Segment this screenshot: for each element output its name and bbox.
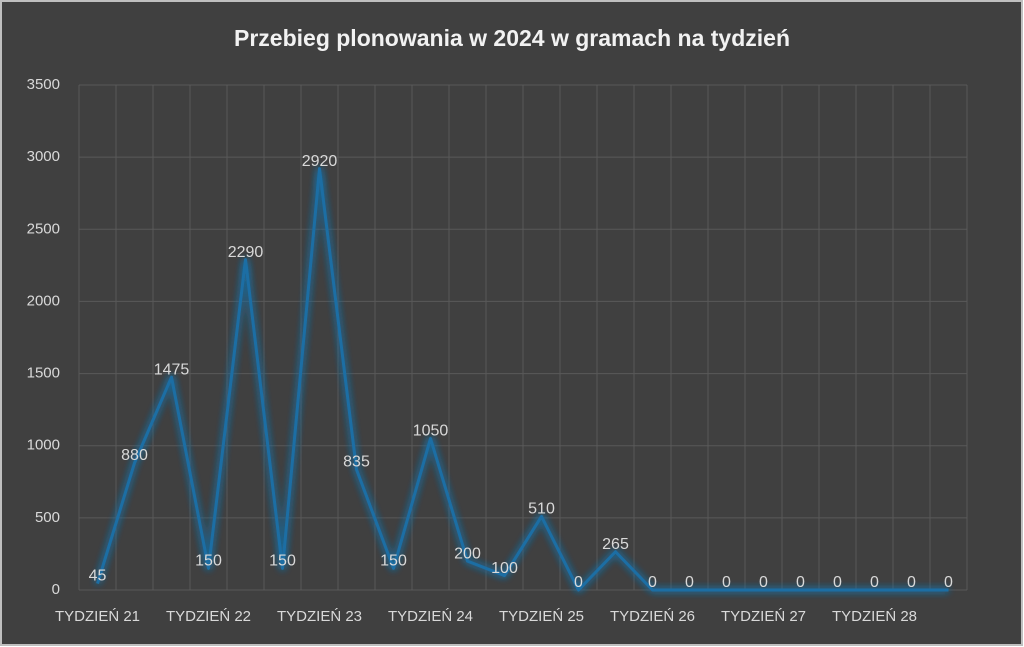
y-tick-label: 2500	[27, 220, 60, 237]
data-label: 0	[796, 574, 805, 591]
data-label: 0	[574, 574, 583, 591]
x-tick-label: TYDZIEŃ 21	[55, 608, 140, 625]
chart-title: Przebieg plonowania w 2024 w gramach na …	[234, 25, 790, 51]
y-tick-label: 0	[52, 581, 60, 598]
data-label: 0	[759, 574, 768, 591]
data-label: 0	[907, 574, 916, 591]
data-label: 835	[343, 454, 370, 471]
data-label: 200	[454, 545, 481, 562]
x-tick-label: TYDZIEŃ 27	[721, 608, 806, 625]
data-label: 150	[269, 553, 296, 570]
data-label: 0	[648, 574, 657, 591]
y-tick-label: 1500	[27, 365, 60, 382]
data-label: 0	[870, 574, 879, 591]
data-label: 265	[602, 536, 629, 553]
data-label: 0	[944, 574, 953, 591]
y-tick-label: 500	[35, 509, 60, 526]
y-tick-label: 2000	[27, 292, 60, 309]
x-tick-label: TYDZIEŃ 26	[610, 608, 695, 625]
y-tick-label: 1000	[27, 437, 60, 454]
x-tick-label: TYDZIEŃ 24	[388, 608, 473, 625]
data-label: 100	[491, 560, 518, 577]
data-label: 510	[528, 501, 555, 518]
data-label: 0	[685, 574, 694, 591]
data-label: 2290	[228, 244, 264, 261]
data-label: 1050	[413, 423, 449, 440]
data-label: 0	[833, 574, 842, 591]
y-tick-label: 3500	[27, 76, 60, 93]
y-tick-label: 3000	[27, 148, 60, 165]
data-label: 880	[121, 447, 148, 464]
grid	[78, 84, 968, 591]
data-label: 45	[89, 568, 107, 585]
x-tick-label: TYDZIEŃ 28	[832, 608, 917, 625]
x-tick-label: TYDZIEŃ 22	[166, 608, 251, 625]
data-label: 2920	[302, 153, 338, 170]
data-label: 1475	[154, 361, 190, 378]
plot: 45 880 1475 150 2290 150 2920 835 150 1050 200 100 5…	[89, 153, 953, 592]
data-label: 150	[380, 553, 407, 570]
data-label: 0	[722, 574, 731, 591]
x-tick-label: TYDZIEŃ 25	[499, 608, 584, 625]
data-line	[96, 167, 949, 592]
data-label: 150	[195, 553, 222, 570]
x-tick-label: TYDZIEŃ 23	[277, 608, 362, 625]
